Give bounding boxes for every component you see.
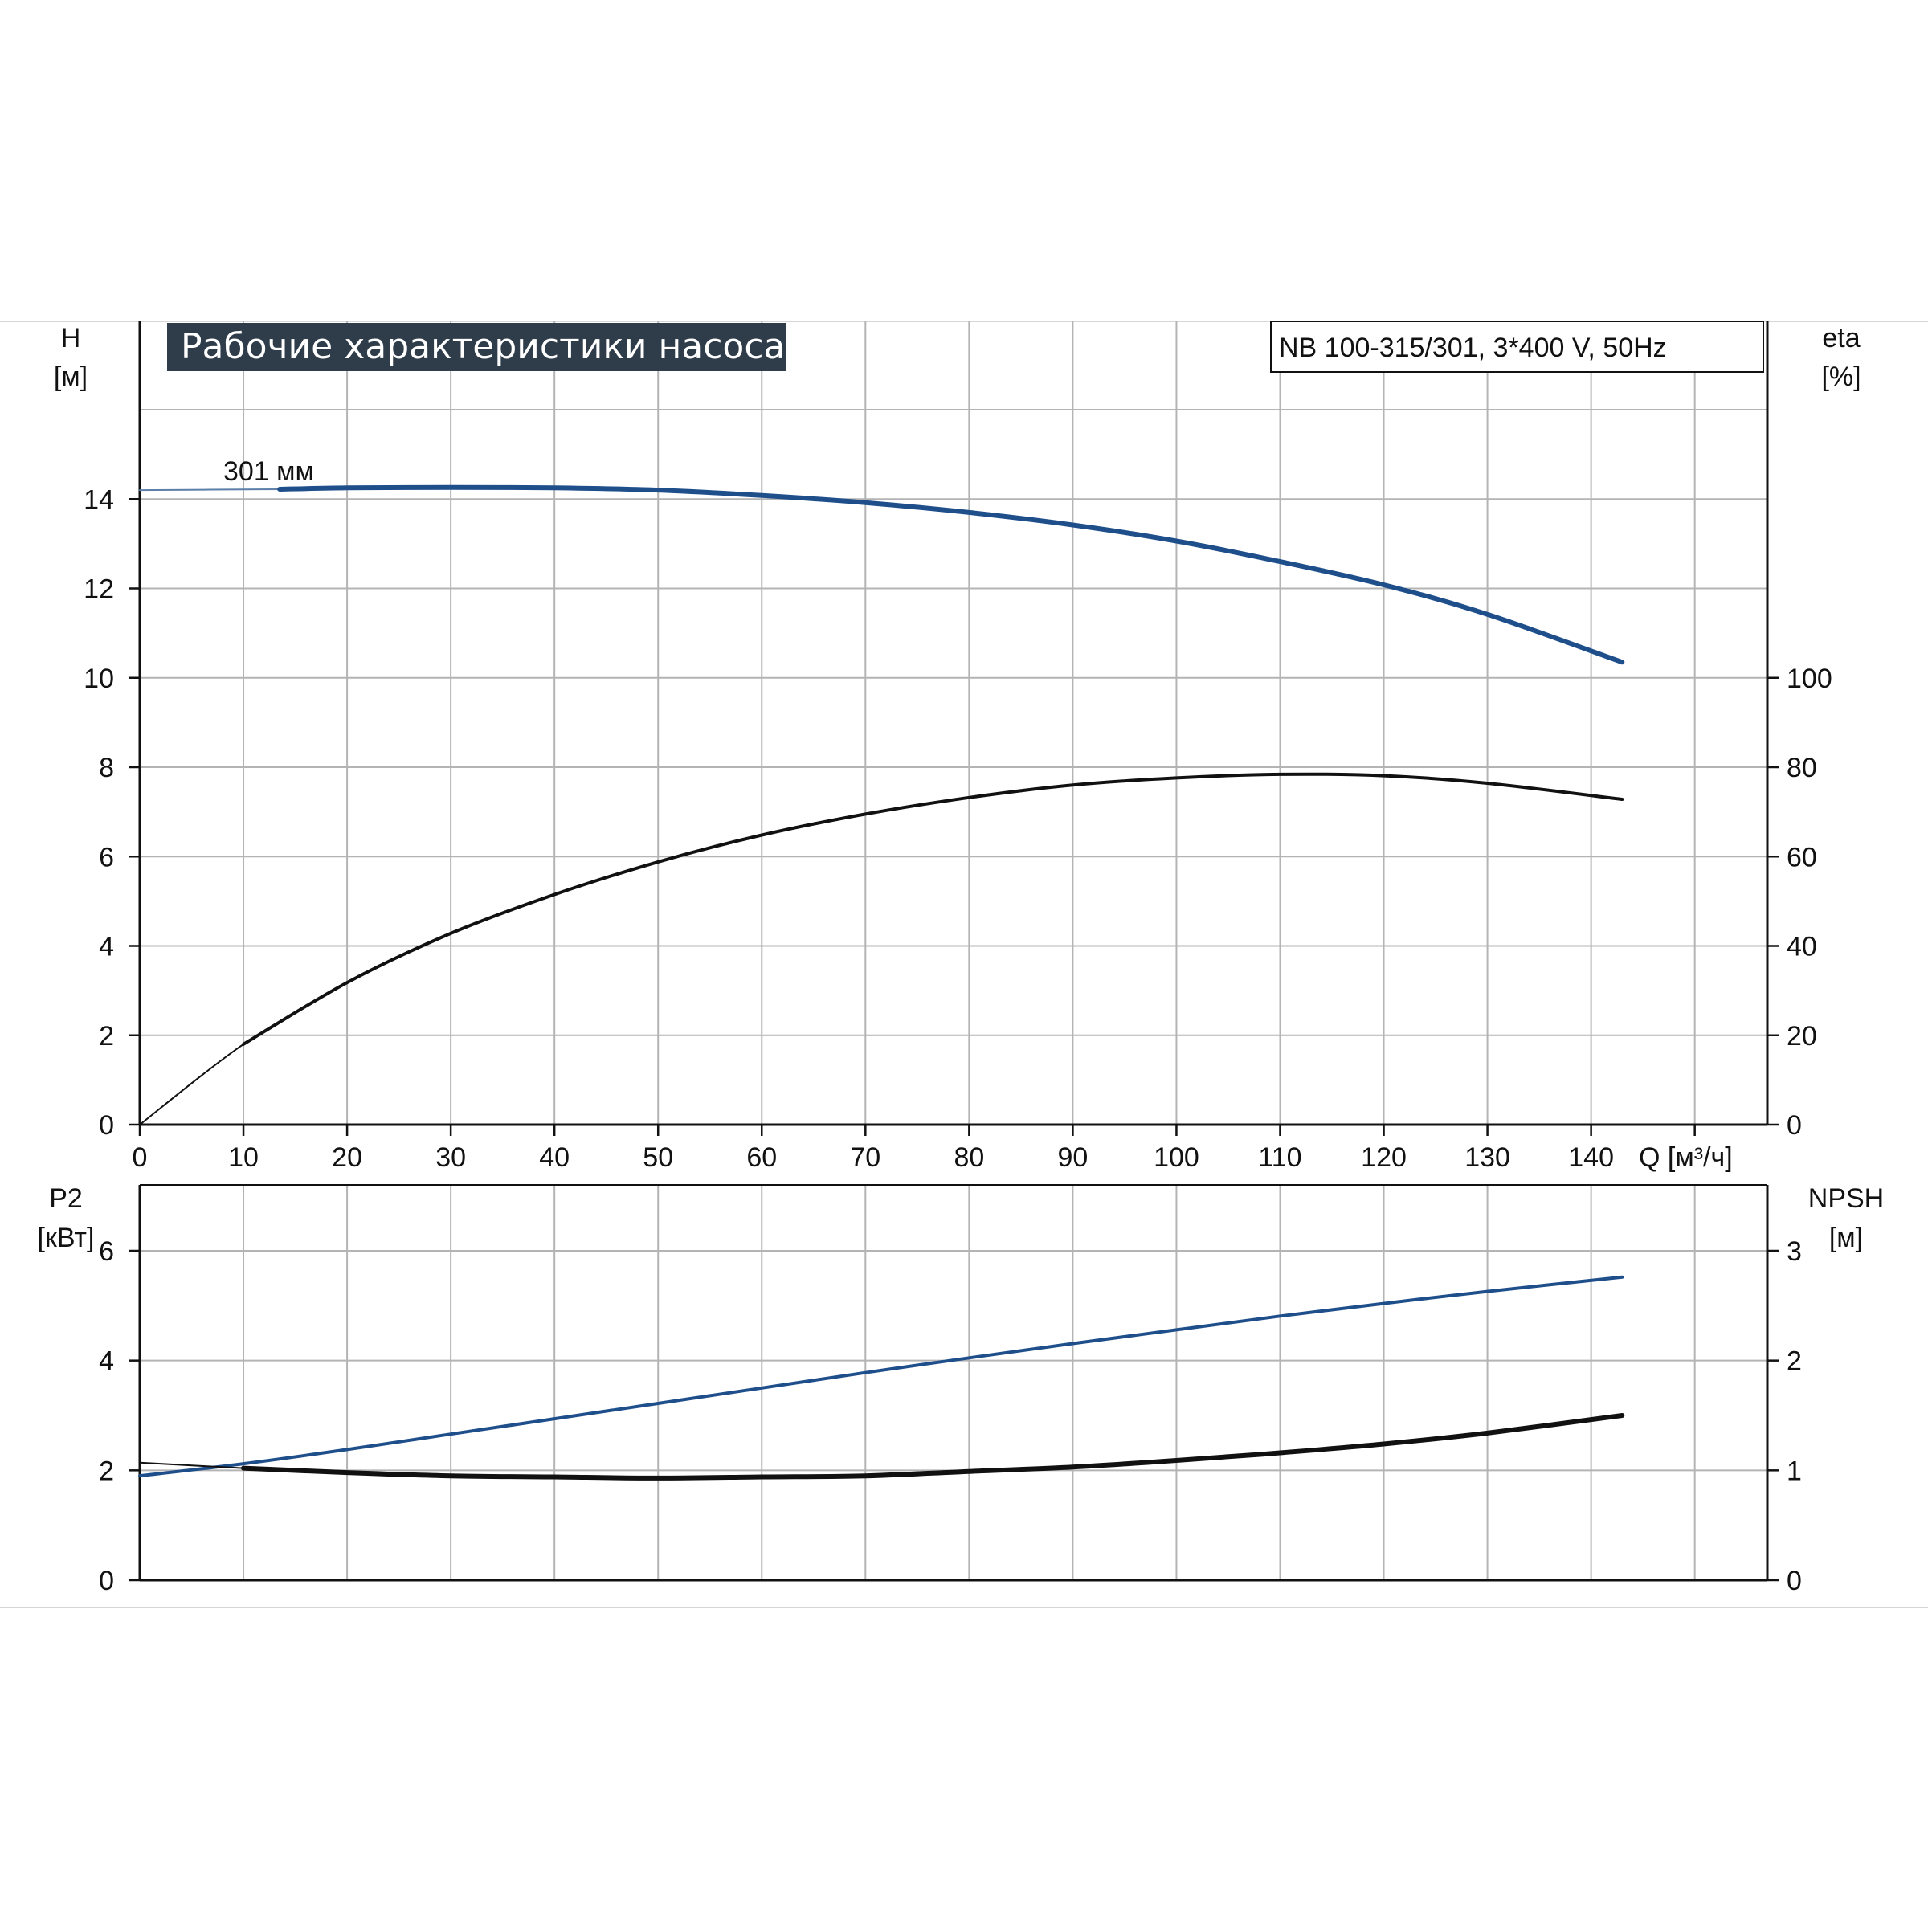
x-tick-label: 140 (1568, 1142, 1614, 1173)
y-right-tick-label: 60 (1787, 842, 1817, 872)
model-box (1270, 321, 1764, 373)
y-right-tick-label: 0 (1787, 1110, 1802, 1141)
x-tick-label: 10 (228, 1142, 259, 1173)
x-tick-label: 60 (746, 1142, 777, 1173)
p2-axis-unit: [кВт] (38, 1223, 95, 1253)
title-box (167, 323, 786, 371)
x-tick-label: 0 (133, 1142, 148, 1173)
chart-title: Рабочие характеристики насоса (181, 326, 785, 367)
npsh-tick-label: 0 (1787, 1566, 1802, 1596)
y-right-tick-label: 100 (1787, 664, 1832, 694)
x-tick-label: 80 (954, 1142, 984, 1173)
npsh-tick-label: 1 (1787, 1456, 1802, 1486)
x-tick-label: 40 (539, 1142, 570, 1173)
y-right-axis-unit: [%] (1821, 361, 1861, 392)
npsh-tick-label: 2 (1787, 1346, 1802, 1377)
npsh-tick-label: 3 (1787, 1236, 1802, 1267)
p2-tick-label: 0 (99, 1566, 114, 1596)
p2-tick-label: 4 (99, 1346, 114, 1377)
y-left-tick-label: 4 (99, 932, 114, 962)
x-tick-label: 50 (643, 1142, 673, 1173)
npsh-axis-unit: [м] (1829, 1223, 1863, 1253)
x-tick-label: 70 (850, 1142, 880, 1173)
y-left-tick-label: 6 (99, 842, 114, 872)
x-tick-label: 120 (1361, 1142, 1407, 1173)
y-left-tick-label: 8 (99, 753, 114, 783)
y-left-tick-label: 14 (84, 484, 114, 515)
power-curve (138, 1275, 1624, 1478)
x-tick-label: 90 (1057, 1142, 1088, 1173)
npsh-axis-title: NPSH (1808, 1183, 1884, 1214)
efficiency-curve (242, 772, 1624, 1046)
y-left-tick-label: 12 (84, 574, 114, 605)
p2-tick-label: 2 (99, 1456, 114, 1486)
y-right-tick-label: 40 (1787, 932, 1817, 962)
y-left-axis-title: H (61, 323, 81, 353)
y-left-tick-label: 0 (99, 1110, 114, 1141)
y-right-tick-label: 20 (1787, 1021, 1817, 1052)
head-curve (277, 484, 1625, 665)
p2-tick-label: 6 (99, 1236, 114, 1267)
y-left-tick-label: 10 (84, 664, 114, 694)
x-tick-label: 100 (1154, 1142, 1199, 1173)
npsh-curve (241, 1413, 1625, 1481)
head-curve-extension (139, 488, 281, 492)
curve-label: 301 мм (223, 456, 314, 487)
y-left-axis-unit: [м] (54, 361, 88, 392)
x-tick-label: 30 (435, 1142, 466, 1173)
x-tick-label: 20 (332, 1142, 362, 1173)
y-left-tick-label: 2 (99, 1021, 114, 1052)
p2-axis-title: P2 (49, 1183, 83, 1214)
model-label: NB 100-315/301, 3*400 V, 50Hz (1279, 333, 1667, 363)
y-right-axis-title: eta (1822, 323, 1860, 353)
x-tick-label: 110 (1258, 1142, 1301, 1173)
x-axis-title: Q [м³/ч] (1639, 1142, 1733, 1173)
x-tick-label: 130 (1464, 1142, 1510, 1173)
y-right-tick-label: 80 (1787, 753, 1817, 783)
